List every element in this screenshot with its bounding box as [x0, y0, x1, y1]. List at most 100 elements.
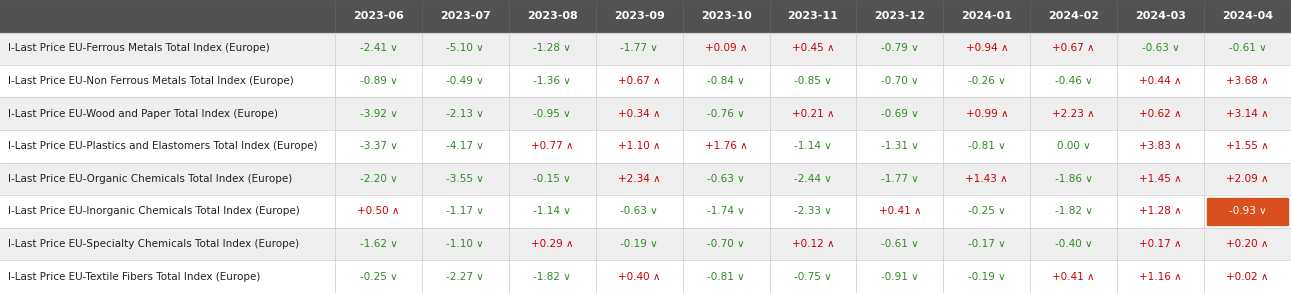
Bar	[0, 260, 1291, 293]
Text: -3.55 ∨: -3.55 ∨	[447, 174, 484, 184]
Text: +0.41 ∧: +0.41 ∧	[1052, 272, 1095, 282]
Text: -1.14 ∨: -1.14 ∨	[533, 207, 571, 217]
Text: 2023-08: 2023-08	[527, 11, 577, 21]
Text: +0.44 ∧: +0.44 ∧	[1140, 76, 1183, 86]
Text: -0.79 ∨: -0.79 ∨	[880, 43, 919, 53]
Text: -1.74 ∨: -1.74 ∨	[707, 207, 745, 217]
Text: -0.89 ∨: -0.89 ∨	[360, 76, 398, 86]
Text: +0.17 ∧: +0.17 ∧	[1140, 239, 1183, 249]
Text: +0.77 ∧: +0.77 ∧	[531, 141, 573, 151]
Text: -0.19 ∨: -0.19 ∨	[620, 239, 658, 249]
Text: 2023-09: 2023-09	[613, 11, 665, 21]
Text: 2024-03: 2024-03	[1135, 11, 1186, 21]
Text: -0.49 ∨: -0.49 ∨	[447, 76, 484, 86]
Text: +2.34 ∧: +2.34 ∧	[618, 174, 661, 184]
Text: -1.82 ∨: -1.82 ∨	[533, 272, 571, 282]
Text: -0.85 ∨: -0.85 ∨	[794, 76, 831, 86]
Text: 2023-12: 2023-12	[874, 11, 926, 21]
Text: -0.70 ∨: -0.70 ∨	[707, 239, 745, 249]
Text: +1.55 ∧: +1.55 ∧	[1226, 141, 1269, 151]
Text: -0.61 ∨: -0.61 ∨	[880, 239, 919, 249]
Text: -1.77 ∨: -1.77 ∨	[620, 43, 658, 53]
Text: +1.10 ∧: +1.10 ∧	[618, 141, 661, 151]
Text: +0.94 ∧: +0.94 ∧	[966, 43, 1008, 53]
Text: +0.50 ∧: +0.50 ∧	[358, 207, 400, 217]
Text: -1.62 ∨: -1.62 ∨	[359, 239, 398, 249]
Text: +0.02 ∧: +0.02 ∧	[1226, 272, 1269, 282]
Text: -0.81 ∨: -0.81 ∨	[707, 272, 745, 282]
Text: 2024-04: 2024-04	[1223, 11, 1273, 21]
Text: +0.12 ∧: +0.12 ∧	[791, 239, 834, 249]
Text: 2023-10: 2023-10	[701, 11, 751, 21]
Text: +3.68 ∧: +3.68 ∧	[1226, 76, 1269, 86]
Text: -0.70 ∨: -0.70 ∨	[880, 76, 919, 86]
Text: -2.41 ∨: -2.41 ∨	[359, 43, 398, 53]
Text: -0.93 ∨: -0.93 ∨	[1229, 207, 1266, 217]
Bar	[0, 65, 1291, 97]
Text: -1.82 ∨: -1.82 ∨	[1055, 207, 1092, 217]
Text: I-Last Price EU-Plastics and Elastomers Total Index (Europe): I-Last Price EU-Plastics and Elastomers …	[8, 141, 318, 151]
Text: -0.84 ∨: -0.84 ∨	[707, 76, 745, 86]
Text: +0.41 ∧: +0.41 ∧	[879, 207, 922, 217]
Text: -4.17 ∨: -4.17 ∨	[447, 141, 484, 151]
Text: -0.17 ∨: -0.17 ∨	[968, 239, 1006, 249]
Text: +1.28 ∧: +1.28 ∧	[1139, 207, 1183, 217]
Text: -3.37 ∨: -3.37 ∨	[359, 141, 398, 151]
Text: +1.45 ∧: +1.45 ∧	[1139, 174, 1183, 184]
Text: +0.62 ∧: +0.62 ∧	[1140, 109, 1183, 119]
Text: -1.86 ∨: -1.86 ∨	[1055, 174, 1092, 184]
Bar	[0, 163, 1291, 195]
Text: -2.33 ∨: -2.33 ∨	[794, 207, 831, 217]
Text: -1.77 ∨: -1.77 ∨	[880, 174, 919, 184]
Text: -0.63 ∨: -0.63 ∨	[1141, 43, 1180, 53]
Text: +3.83 ∧: +3.83 ∧	[1139, 141, 1183, 151]
Text: +0.67 ∧: +0.67 ∧	[1052, 43, 1095, 53]
Text: -5.10 ∨: -5.10 ∨	[447, 43, 484, 53]
Text: -0.63 ∨: -0.63 ∨	[620, 207, 658, 217]
Bar	[0, 97, 1291, 130]
Text: +1.43 ∧: +1.43 ∧	[966, 174, 1008, 184]
Text: +0.45 ∧: +0.45 ∧	[791, 43, 834, 53]
Text: 2024-02: 2024-02	[1048, 11, 1099, 21]
Text: +0.21 ∧: +0.21 ∧	[791, 109, 834, 119]
Text: -0.25 ∨: -0.25 ∨	[968, 207, 1006, 217]
Text: +1.76 ∧: +1.76 ∧	[705, 141, 747, 151]
Bar	[0, 195, 1291, 228]
Text: -3.92 ∨: -3.92 ∨	[359, 109, 398, 119]
Text: -0.91 ∨: -0.91 ∨	[880, 272, 919, 282]
Text: -1.28 ∨: -1.28 ∨	[533, 43, 571, 53]
Text: -2.44 ∨: -2.44 ∨	[794, 174, 831, 184]
Text: +2.09 ∧: +2.09 ∧	[1226, 174, 1269, 184]
Text: 0.00 ∨: 0.00 ∨	[1057, 141, 1091, 151]
Text: I-Last Price EU-Inorganic Chemicals Total Index (Europe): I-Last Price EU-Inorganic Chemicals Tota…	[8, 207, 300, 217]
Text: -2.27 ∨: -2.27 ∨	[447, 272, 484, 282]
Text: +0.34 ∧: +0.34 ∧	[618, 109, 661, 119]
Text: -0.46 ∨: -0.46 ∨	[1055, 76, 1092, 86]
Text: 2023-07: 2023-07	[440, 11, 491, 21]
Text: +0.67 ∧: +0.67 ∧	[618, 76, 661, 86]
Text: I-Last Price EU-Textile Fibers Total Index (Europe): I-Last Price EU-Textile Fibers Total Ind…	[8, 272, 261, 282]
Text: +0.99 ∧: +0.99 ∧	[966, 109, 1008, 119]
Bar	[1207, 198, 1288, 225]
Text: 2023-06: 2023-06	[352, 11, 404, 21]
Text: I-Last Price EU-Ferrous Metals Total Index (Europe): I-Last Price EU-Ferrous Metals Total Ind…	[8, 43, 270, 53]
Text: 2024-01: 2024-01	[962, 11, 1012, 21]
Text: -0.40 ∨: -0.40 ∨	[1055, 239, 1092, 249]
Text: -2.13 ∨: -2.13 ∨	[447, 109, 484, 119]
Text: -0.63 ∨: -0.63 ∨	[707, 174, 745, 184]
Text: -0.75 ∨: -0.75 ∨	[794, 272, 831, 282]
Text: -1.10 ∨: -1.10 ∨	[447, 239, 484, 249]
Text: 2023-11: 2023-11	[788, 11, 838, 21]
Text: I-Last Price EU-Specialty Chemicals Total Index (Europe): I-Last Price EU-Specialty Chemicals Tota…	[8, 239, 300, 249]
Text: +0.09 ∧: +0.09 ∧	[705, 43, 747, 53]
Text: I-Last Price EU-Non Ferrous Metals Total Index (Europe): I-Last Price EU-Non Ferrous Metals Total…	[8, 76, 294, 86]
Text: -0.19 ∨: -0.19 ∨	[968, 272, 1006, 282]
Text: -0.81 ∨: -0.81 ∨	[968, 141, 1006, 151]
Text: -0.61 ∨: -0.61 ∨	[1229, 43, 1266, 53]
Bar	[0, 32, 1291, 65]
Text: I-Last Price EU-Organic Chemicals Total Index (Europe): I-Last Price EU-Organic Chemicals Total …	[8, 174, 292, 184]
Bar	[0, 228, 1291, 260]
Text: +0.40 ∧: +0.40 ∧	[618, 272, 661, 282]
Text: -0.26 ∨: -0.26 ∨	[968, 76, 1006, 86]
Text: +0.29 ∧: +0.29 ∧	[531, 239, 573, 249]
